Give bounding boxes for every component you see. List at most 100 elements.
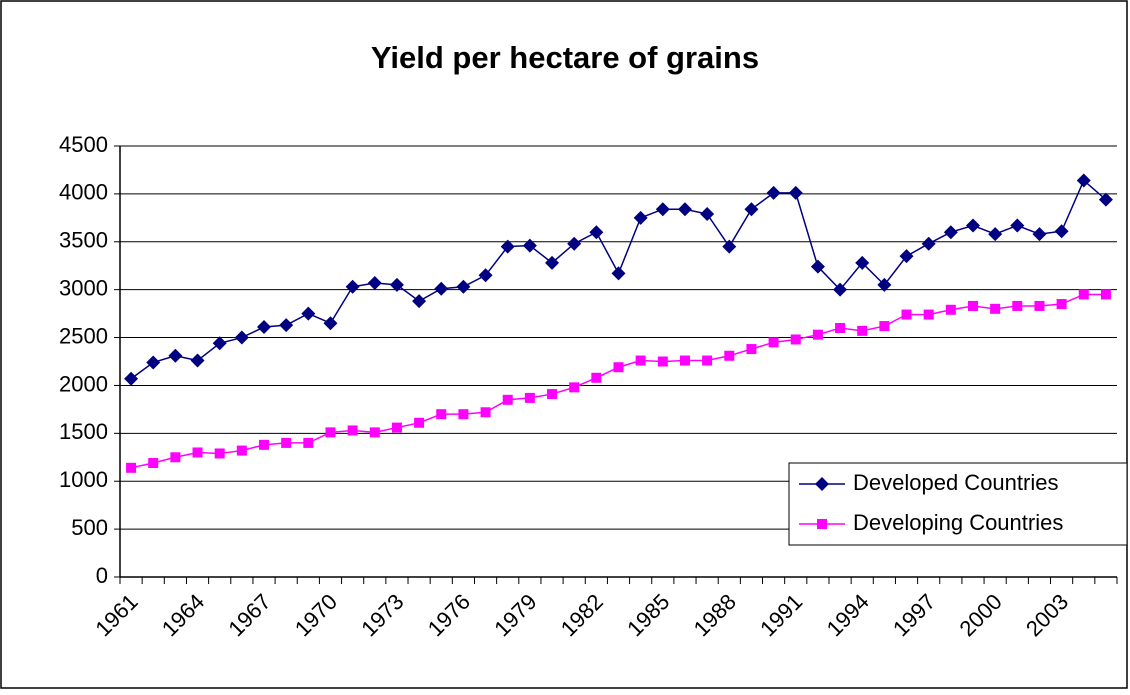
data-point [1056,299,1067,310]
data-point [611,266,626,281]
data-point [1034,300,1045,311]
data-point [635,355,646,366]
data-point [1076,173,1091,188]
data-point [414,417,425,428]
data-point [345,279,360,294]
data-point [746,344,757,355]
data-point [1010,218,1025,233]
data-point [257,320,272,335]
data-point [190,353,205,368]
y-tick-label: 500 [71,515,108,540]
data-point [945,304,956,315]
y-tick-label: 1500 [59,419,108,444]
data-point [146,355,161,370]
legend-marker [815,477,829,491]
data-point [768,337,779,348]
data-point [347,425,358,436]
data-point [679,355,690,366]
data-point [567,236,582,251]
data-point [655,202,670,217]
data-point [301,306,316,321]
data-point [901,309,912,320]
data-point [677,202,692,217]
data-point [591,372,602,383]
data-point [325,427,336,438]
data-point [170,452,181,463]
data-point [633,210,648,225]
data-point [835,322,846,333]
legend-marker [817,519,827,529]
data-point [126,462,137,473]
data-point [967,300,978,311]
data-point [923,309,934,320]
data-point [434,281,449,296]
data-point [1098,192,1113,207]
data-point [879,321,890,332]
data-point [1012,300,1023,311]
data-point [965,218,980,233]
data-point [744,202,759,217]
data-point [502,394,513,405]
y-tick-label: 1000 [59,467,108,492]
data-point [500,239,515,254]
y-tick-label: 4500 [59,132,108,157]
data-point [1032,227,1047,242]
data-point [369,427,380,438]
data-point [899,249,914,264]
data-point [613,362,624,373]
data-point [1078,289,1089,300]
data-point [259,439,270,450]
data-point [456,279,471,294]
data-point [921,236,936,251]
data-point [857,325,868,336]
data-point [833,282,848,297]
data-point [766,185,781,200]
data-point [722,239,737,254]
data-point [522,238,537,253]
data-point [168,348,183,363]
legend-label: Developed Countries [853,470,1058,495]
data-point [524,392,535,403]
legend-label: Developing Countries [853,510,1063,535]
data-point [236,445,247,456]
legend-box [788,462,1128,546]
data-point [323,316,338,331]
data-point [1100,289,1111,300]
data-point [436,409,447,420]
data-point [943,225,958,240]
data-point [389,277,404,292]
y-tick-label: 2500 [59,323,108,348]
data-point [148,458,159,469]
data-point [990,303,1001,314]
data-point [412,294,427,309]
data-point [480,407,491,418]
data-point [234,330,249,345]
data-point [812,329,823,340]
y-tick-label: 4000 [59,180,108,205]
data-point [790,334,801,345]
data-point [478,268,493,283]
data-point [124,371,139,386]
y-tick-label: 3500 [59,228,108,253]
data-point [281,437,292,448]
data-point [547,389,558,400]
data-point [1054,224,1069,239]
data-point [545,255,560,270]
data-point [212,336,227,351]
data-point [988,227,1003,242]
data-point [810,259,825,274]
data-point [877,277,892,292]
data-point [303,437,314,448]
y-tick-label: 3000 [59,275,108,300]
data-point [569,382,580,393]
data-point [855,255,870,270]
data-point [700,207,715,222]
data-point [657,356,668,367]
data-point [589,225,604,240]
chart-title: Yield per hectare of grains [371,40,759,75]
data-point [279,318,294,333]
data-point [702,355,713,366]
data-point [192,447,203,458]
